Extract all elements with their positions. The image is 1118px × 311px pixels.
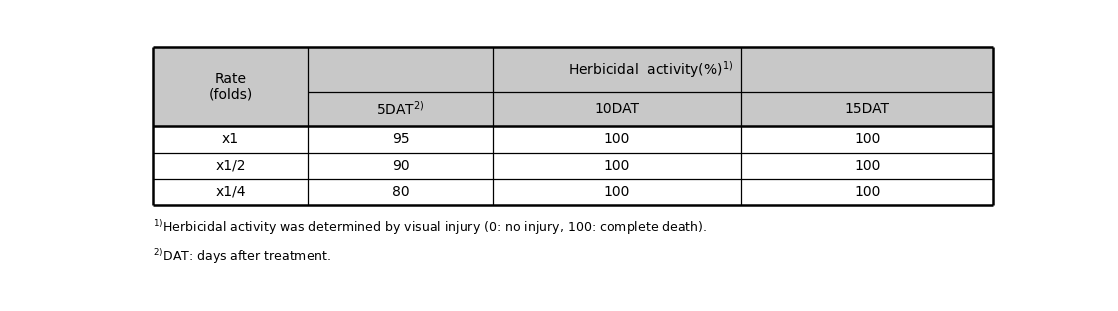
Text: 15DAT: 15DAT (844, 102, 890, 116)
Text: Rate
(folds): Rate (folds) (208, 72, 253, 102)
Text: 90: 90 (392, 159, 409, 173)
Bar (153, 47, 309, 126)
Bar (309, 47, 993, 92)
Text: 100: 100 (854, 159, 880, 173)
Text: 100: 100 (604, 185, 631, 199)
Text: x1/2: x1/2 (216, 159, 246, 173)
Text: $^{1)}$Herbicidal activity was determined by visual injury (0: no injury, 100: c: $^{1)}$Herbicidal activity was determine… (153, 218, 707, 237)
Bar (153, 152, 993, 179)
Text: $^{2)}$DAT: days after treatment.: $^{2)}$DAT: days after treatment. (153, 247, 331, 266)
Bar (309, 92, 993, 126)
Bar (153, 126, 993, 152)
Text: 80: 80 (392, 185, 409, 199)
Text: 10DAT: 10DAT (595, 102, 639, 116)
Text: x1/4: x1/4 (216, 185, 246, 199)
Text: x1: x1 (222, 132, 239, 146)
Text: 100: 100 (854, 132, 880, 146)
Text: 5DAT$^{2)}$: 5DAT$^{2)}$ (377, 100, 425, 118)
Text: 100: 100 (854, 185, 880, 199)
Text: 95: 95 (392, 132, 409, 146)
Text: 100: 100 (604, 159, 631, 173)
Bar (153, 179, 993, 205)
Text: 100: 100 (604, 132, 631, 146)
Text: Herbicidal  activity(%)$^{1)}$: Herbicidal activity(%)$^{1)}$ (568, 59, 733, 80)
